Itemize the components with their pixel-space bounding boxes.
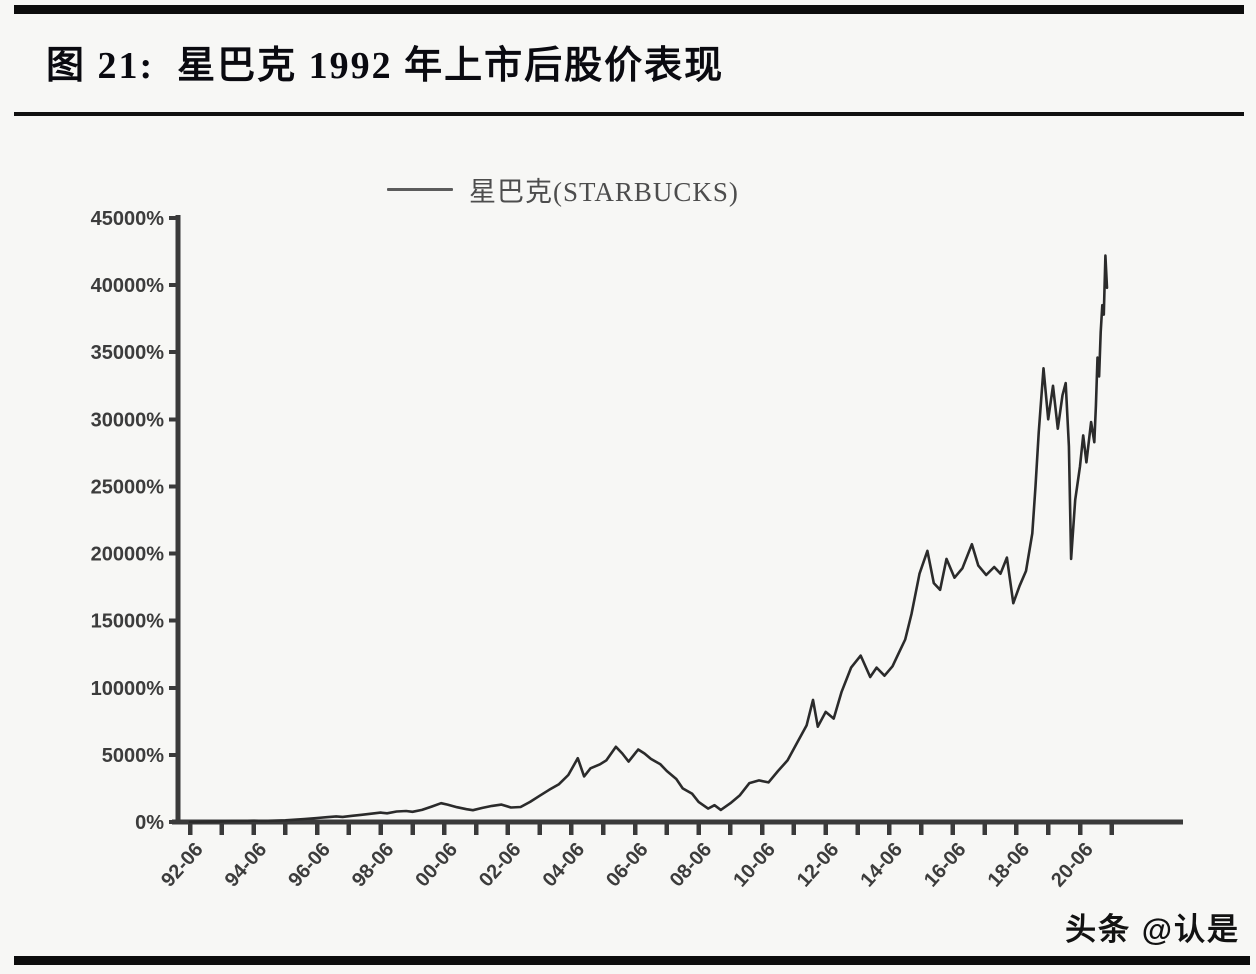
y-axis-label: 45000% xyxy=(91,208,165,230)
y-axis-label: 15000% xyxy=(91,611,165,633)
watermark-text: 头条 @认是 xyxy=(1065,912,1240,947)
x-axis-label: 92-06 xyxy=(157,839,208,892)
x-axis-label: 16-06 xyxy=(920,839,971,892)
x-axis-label: 20-06 xyxy=(1047,839,1098,892)
x-axis-label: 08-06 xyxy=(666,839,717,892)
chart-panel: 星巴克(STARBUCKS) 0% 5000% 10000% 15000% 20000%… xyxy=(35,140,1247,920)
y-axis-label: 0% xyxy=(135,812,164,834)
x-axis-label: 12-06 xyxy=(793,839,844,892)
x-axis-label: 02-06 xyxy=(475,839,526,892)
x-axis-label: 96-06 xyxy=(284,839,335,892)
legend-line-marker xyxy=(387,188,453,191)
x-axis-label: 00-06 xyxy=(411,839,462,892)
legend-series-label: 星巴克(STARBUCKS) xyxy=(469,177,739,207)
y-axis-label: 40000% xyxy=(91,275,165,297)
chart-legend: 星巴克(STARBUCKS) xyxy=(387,170,739,209)
x-axis-label: 04-06 xyxy=(539,839,590,892)
y-axis-label: 10000% xyxy=(91,678,165,700)
y-axis-label: 20000% xyxy=(91,544,165,566)
y-axis-label: 25000% xyxy=(91,476,165,498)
y-axis-label: 5000% xyxy=(102,745,164,767)
x-axis-label: 06-06 xyxy=(602,839,653,892)
x-axis-label: 94-06 xyxy=(221,839,272,892)
title-underline xyxy=(14,112,1244,116)
x-axis-label: 10-06 xyxy=(729,839,780,892)
figure-title: 图 21: 星巴克 1992 年上市后股价表现 xyxy=(46,45,725,87)
stock-performance-line-chart: 0% 5000% 10000% 15000% 20000% 25000% 30000% 350… xyxy=(91,208,1183,892)
x-axis-label: 14-06 xyxy=(856,839,907,892)
x-axis-label: 98-06 xyxy=(348,839,399,892)
y-axis-label: 35000% xyxy=(91,342,165,364)
top-divider-bar xyxy=(14,5,1244,14)
y-axis-label: 30000% xyxy=(91,409,165,431)
bottom-divider-bar xyxy=(14,956,1250,965)
starbucks-price-line xyxy=(188,254,1109,824)
x-axis-label: 18-06 xyxy=(984,839,1035,892)
